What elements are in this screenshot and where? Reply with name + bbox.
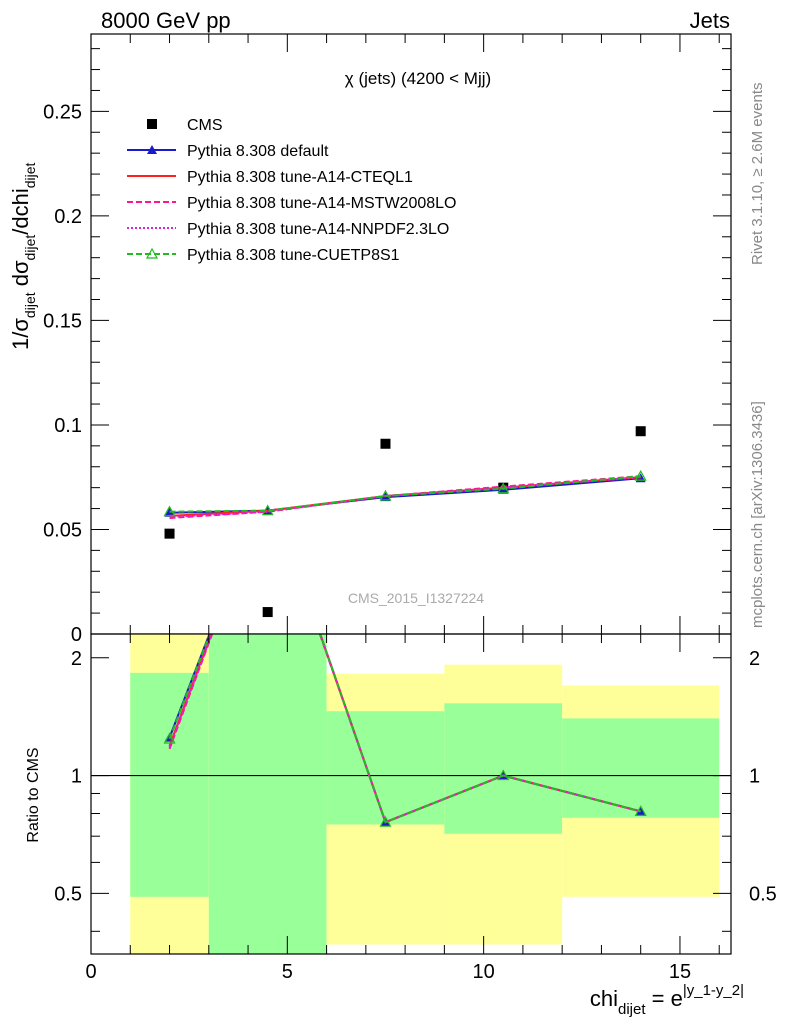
ratio-frame	[90, 633, 732, 955]
ratio-ytick-label-right-1: 1	[749, 766, 760, 788]
ratio-line-3	[168, 634, 641, 824]
legend-marker-0	[147, 119, 157, 129]
main-ytick-label-3: 0.15	[43, 310, 82, 332]
inner-band-1	[208, 634, 327, 954]
legend-item-2: Pythia 8.308 tune-A14-CTEQL1	[127, 169, 413, 186]
legend-label-1: Pythia 8.308 default	[187, 143, 329, 160]
main-ytick-label-4: 0.2	[54, 206, 82, 228]
main-panel: 0 0.05 0.1 0.15 0.2 0.25 χ (jets) (4200 < Mjj…	[8, 33, 732, 646]
series-5-point-2	[379, 489, 392, 501]
ratio-series-4-point-2	[379, 815, 392, 827]
series-line-5	[169, 475, 641, 513]
series-0	[164, 426, 646, 618]
header-left: 8000 GeV pp	[101, 8, 231, 33]
x-axis-label: chidijet = e|y_1-y_2|	[590, 982, 744, 1018]
ratio-line-4	[168, 634, 641, 824]
watermark: CMS_2015_I1327224	[348, 590, 484, 606]
ratio-series-4-point-3	[497, 769, 510, 781]
legend-label-3: Pythia 8.308 tune-A14-MSTW2008LO	[187, 195, 456, 212]
main-ytick-label-1: 0.05	[43, 519, 82, 541]
legend-item-5: Pythia 8.308 tune-CUETP8S1	[127, 247, 400, 264]
inner-band-2	[326, 711, 445, 825]
inner-band-4	[562, 718, 720, 818]
ratio-ytick-label-1: 1	[71, 766, 82, 788]
legend-item-1: Pythia 8.308 default	[127, 143, 329, 160]
legend-item-3: Pythia 8.308 tune-A14-MSTW2008LO	[127, 195, 456, 212]
series-5-point-0	[163, 505, 176, 517]
ratio-series-4	[163, 478, 647, 827]
series-5-point-4	[634, 469, 647, 481]
mcplots-label: mcplots.cern.ch [arXiv:1306.3436]	[749, 401, 766, 628]
header-right: Jets	[690, 8, 730, 33]
legend: CMS Pythia 8.308 default Pythia 8.308 tune…	[127, 117, 456, 264]
legend-label-5: Pythia 8.308 tune-CUETP8S1	[187, 247, 400, 264]
x-tick-label-2: 10	[473, 961, 495, 983]
ratio-series-4-point-0	[163, 732, 176, 744]
main-ytick-label-5: 0.25	[43, 101, 82, 123]
ratio-series-4-point-1	[263, 478, 273, 487]
series-5	[163, 469, 647, 517]
main-title: χ (jets) (4200 < Mjj)	[345, 69, 491, 88]
main-ytick-label-2: 0.1	[54, 415, 82, 437]
legend-marker-1	[147, 145, 157, 154]
ratio-ytick-label-0: 0.5	[54, 883, 82, 905]
ratio-series-4-point-4	[634, 805, 647, 816]
inner-band-3	[444, 703, 563, 834]
uncertainty-bands	[130, 634, 720, 954]
ratio-y-axis-label: Ratio to CMS	[25, 747, 42, 842]
main-y-axis-label: 1/σdijet dσdijet/dchidijet	[8, 162, 38, 350]
series-5-point-3	[497, 482, 510, 494]
x-tick-label-3: 15	[669, 961, 691, 983]
ratio-series-0-point-1	[263, 478, 273, 487]
series-0-point-4	[635, 426, 646, 437]
series-0-point-2	[380, 438, 391, 449]
legend-label-4: Pythia 8.308 tune-A14-NNPDF2.3LO	[187, 221, 449, 238]
legend-label-2: Pythia 8.308 tune-A14-CTEQL1	[187, 169, 413, 186]
ratio-ytick-label-right-2: 2	[749, 648, 760, 670]
x-tick-label-1: 5	[282, 961, 293, 983]
legend-item-0: CMS	[147, 117, 223, 134]
legend-item-4: Pythia 8.308 tune-A14-NNPDF2.3LO	[127, 221, 449, 238]
x-tick-label-0: 0	[85, 961, 96, 983]
series-1-point-0	[164, 507, 175, 517]
ratio-panel: 0.5 0.5 1 1 2 2 0 5 10 15 Ratio to CMS chidijet …	[25, 478, 777, 1018]
ratio-ytick-label-2: 2	[71, 648, 82, 670]
rivet-label: Rivet 3.1.10, ≥ 2.6M events	[749, 83, 766, 266]
inner-band-0	[130, 672, 209, 897]
ratio-ytick-label-right-0: 0.5	[749, 883, 777, 905]
series-5-point-1	[261, 504, 274, 516]
series-0-point-1	[262, 607, 273, 618]
main-ytick-label-0: 0	[71, 624, 82, 646]
legend-label-0: CMS	[187, 117, 223, 134]
ratio-series-3	[168, 634, 641, 824]
legend-marker-5	[145, 247, 159, 259]
series-0-point-0	[164, 528, 175, 539]
